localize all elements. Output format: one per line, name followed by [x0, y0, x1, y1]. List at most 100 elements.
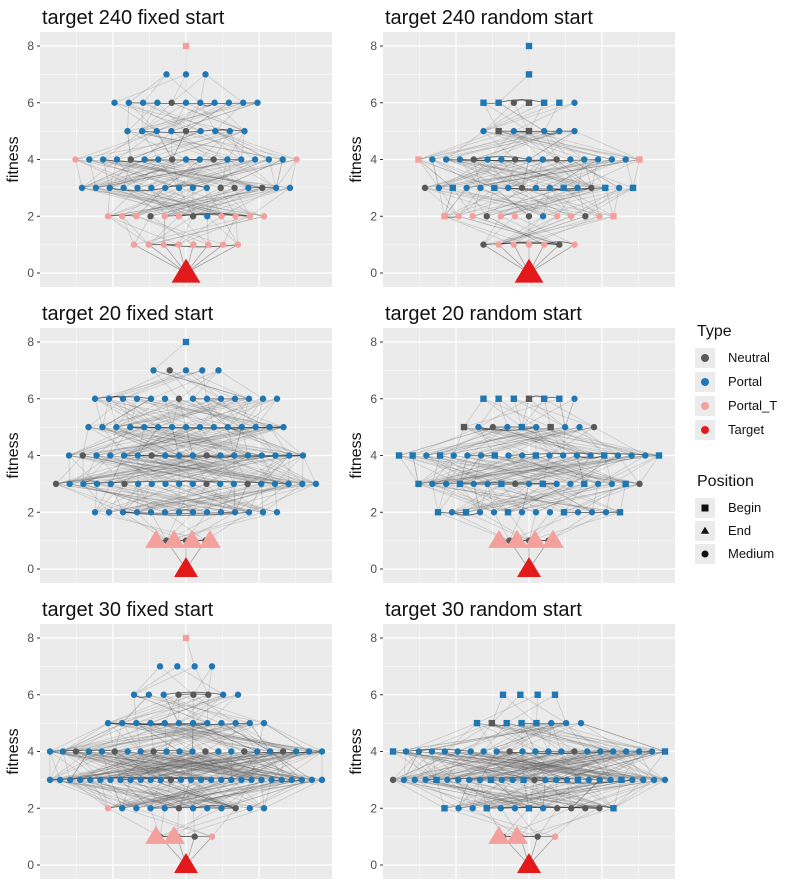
edge [79, 779, 123, 809]
edge [263, 779, 273, 809]
edge [597, 455, 660, 485]
edge [107, 694, 239, 724]
edge [49, 751, 103, 781]
edge [211, 807, 236, 837]
y-axis-label: fitness [348, 728, 365, 774]
node-portal [232, 719, 239, 727]
edge [432, 455, 536, 485]
node-neutral [203, 480, 210, 488]
edge [515, 483, 593, 513]
edge [185, 427, 194, 456]
edge [436, 751, 640, 781]
edge [521, 398, 530, 428]
edge [233, 483, 236, 513]
edge [432, 483, 495, 513]
edge [218, 370, 264, 400]
edge [523, 751, 588, 781]
edge [136, 779, 252, 809]
edge [418, 722, 552, 752]
edge [122, 483, 317, 513]
edge [512, 751, 653, 781]
edge [591, 483, 599, 513]
edge [425, 779, 558, 809]
node-neutral [421, 184, 429, 192]
edge [444, 779, 579, 809]
edge [68, 455, 303, 485]
node-portal [286, 452, 293, 459]
node-portal [153, 127, 160, 135]
edge [403, 751, 420, 781]
edge [570, 779, 601, 809]
edge [453, 426, 508, 456]
node-portal [518, 452, 526, 459]
node-portal [442, 480, 450, 488]
edge [116, 159, 235, 189]
edge [62, 751, 282, 781]
edge [127, 751, 252, 781]
edge [157, 102, 187, 132]
node-portal [436, 452, 444, 459]
edge [62, 722, 123, 752]
edge [478, 398, 530, 428]
edge [459, 159, 523, 189]
edge [75, 751, 141, 781]
edge [101, 751, 202, 781]
edge [491, 694, 504, 724]
node-portal [429, 480, 436, 488]
edge [150, 779, 272, 809]
node-portal [574, 509, 582, 516]
edge [207, 215, 239, 245]
node-portal [46, 776, 54, 784]
edge [513, 130, 557, 160]
y-tick-label: 0 [370, 266, 377, 280]
edge [62, 722, 265, 752]
edge [528, 130, 557, 160]
node-portal [150, 367, 157, 374]
edge [249, 779, 303, 809]
edge [625, 159, 634, 188]
node-portal_t [441, 213, 448, 220]
edge [585, 187, 634, 217]
edge [101, 751, 212, 781]
edge [444, 751, 666, 781]
edge [445, 455, 468, 485]
node-portal [137, 776, 144, 784]
edge [150, 779, 162, 809]
edge [520, 807, 614, 838]
node-portal [154, 423, 162, 431]
edge [447, 751, 562, 781]
edge [177, 666, 224, 696]
node-portal [610, 805, 617, 812]
edge [110, 779, 265, 809]
y-tick-label: 6 [370, 96, 377, 110]
node-portal [218, 719, 225, 727]
edges [55, 341, 317, 570]
edge [233, 483, 236, 513]
edge [403, 751, 446, 781]
edge [542, 779, 590, 809]
edge [459, 159, 592, 189]
edge [192, 722, 258, 752]
edge [432, 130, 530, 160]
edge [178, 779, 192, 809]
edge [521, 426, 578, 456]
edge [498, 215, 572, 245]
edge [101, 722, 165, 752]
edge [542, 187, 551, 217]
edge [542, 779, 546, 809]
edge [418, 159, 440, 189]
edge [570, 779, 601, 809]
edge [49, 722, 208, 752]
node-portal [147, 776, 154, 784]
edge [451, 483, 599, 513]
edge [625, 751, 666, 781]
edge [140, 751, 262, 781]
edge [69, 779, 137, 809]
edge [151, 187, 180, 217]
edge [619, 483, 627, 513]
edge [116, 398, 278, 428]
edge [157, 426, 194, 456]
edge [473, 159, 509, 189]
edge [142, 102, 216, 132]
edge [130, 130, 201, 160]
